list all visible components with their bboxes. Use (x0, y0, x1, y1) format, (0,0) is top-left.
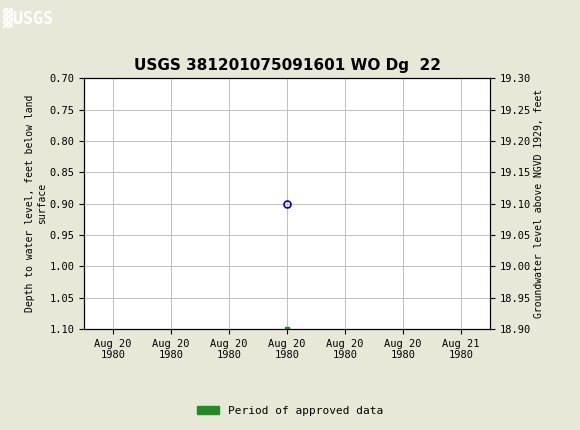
Title: USGS 381201075091601 WO Dg  22: USGS 381201075091601 WO Dg 22 (133, 58, 441, 73)
Text: ▓USGS: ▓USGS (3, 8, 53, 28)
Y-axis label: Depth to water level, feet below land
surface: Depth to water level, feet below land su… (25, 95, 46, 312)
Y-axis label: Groundwater level above NGVD 1929, feet: Groundwater level above NGVD 1929, feet (534, 89, 544, 318)
Legend: Period of approved data: Period of approved data (193, 401, 387, 420)
